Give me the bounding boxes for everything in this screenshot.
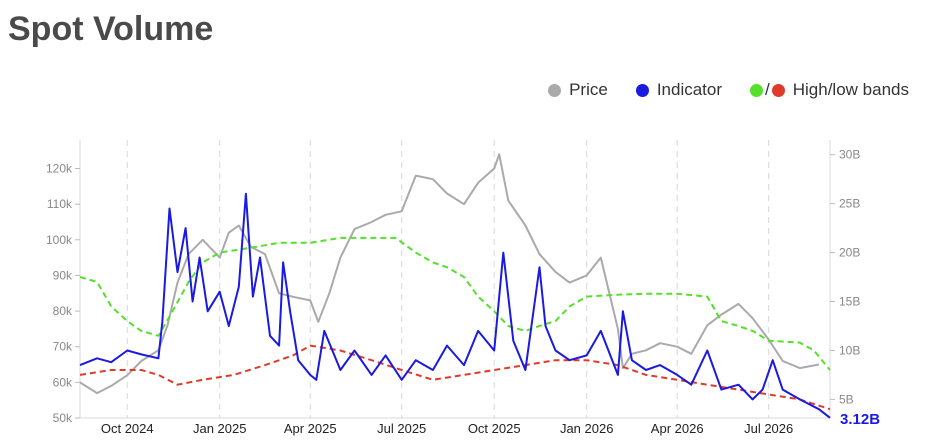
- x-tick-label: Apr 2025: [284, 421, 337, 436]
- legend-separator: /: [765, 80, 770, 99]
- grid-layer: [126, 140, 770, 418]
- right-tick-label: 30B: [839, 148, 860, 162]
- price-legend-dot-icon: [548, 83, 562, 97]
- legend-item-indicator[interactable]: Indicator: [635, 80, 723, 100]
- indicator-series-line: [79, 192, 831, 419]
- indicator-legend-dot-icon: [635, 83, 649, 97]
- x-tick-label: Jul 2026: [744, 421, 793, 436]
- x-tick-label: Oct 2024: [101, 421, 154, 436]
- legend-item-bands[interactable]: / High/low bands: [750, 80, 909, 100]
- legend-label-indicator: Indicator: [656, 80, 723, 99]
- high-band-legend-dot-icon: [750, 83, 764, 97]
- high-band-series-line: [79, 236, 831, 371]
- chart-legend: Price Indicator / High/low bands: [520, 80, 909, 100]
- left-tick-label: 100k: [46, 233, 73, 247]
- x-tick-label: Jan 2025: [193, 421, 247, 436]
- series-layer: [79, 153, 831, 419]
- legend-item-price[interactable]: Price: [548, 80, 608, 100]
- right-tick-label: 10B: [839, 343, 860, 357]
- right-tick-label: 25B: [839, 197, 860, 211]
- x-tick-label: Jul 2025: [377, 421, 426, 436]
- left-tick-label: 60k: [53, 375, 73, 389]
- right-tick-label: 15B: [839, 295, 860, 309]
- left-tick-label: 80k: [53, 304, 73, 318]
- right-tick-label: 20B: [839, 246, 860, 260]
- left-tick-label: 90k: [53, 268, 73, 282]
- left-tick-label: 50k: [53, 411, 73, 425]
- page-title: Spot Volume: [8, 10, 214, 48]
- price-series-line: [79, 153, 820, 395]
- last-value-label: 3.12B: [840, 411, 880, 428]
- axis-layer: Oct 2024 Jan 2025 Apr 2025 Jul 2025 Oct 2025…: [46, 140, 860, 436]
- legend-label-bands: High/low bands: [792, 80, 909, 99]
- left-tick-label: 120k: [46, 162, 73, 176]
- right-tick-label: 5B: [839, 392, 854, 406]
- legend-label-price: Price: [569, 80, 608, 99]
- left-tick-label: 110k: [47, 197, 73, 211]
- x-tick-label: Apr 2026: [651, 421, 704, 436]
- left-tick-label: 70k: [53, 340, 73, 354]
- x-tick-label: Oct 2025: [468, 421, 521, 436]
- low-band-legend-dot-icon: [771, 83, 785, 97]
- x-tick-label: Jan 2026: [560, 421, 614, 436]
